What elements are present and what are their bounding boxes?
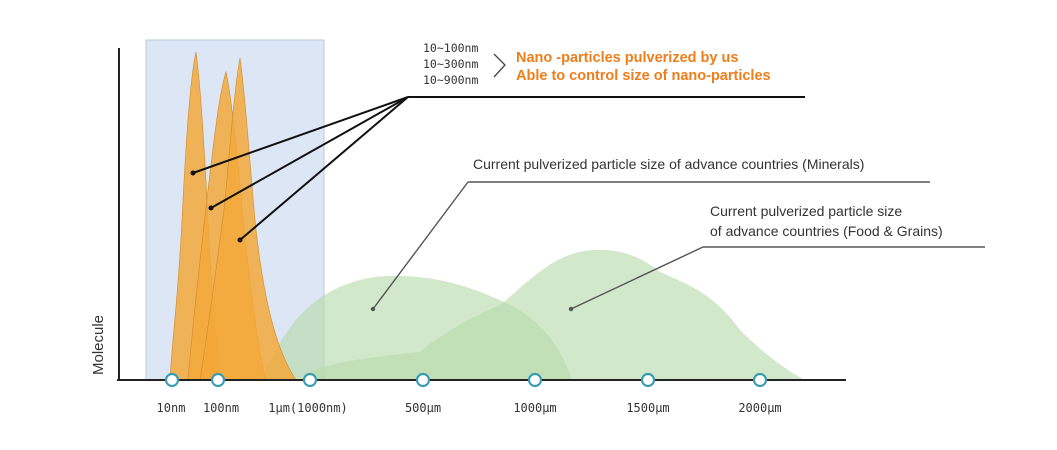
- chevron-right-icon: [493, 53, 506, 78]
- tick-marker-100nm: [210, 372, 226, 388]
- tick-marker-500um: [415, 372, 431, 388]
- nano-annotation-line2: Able to control size of nano-particles: [516, 68, 771, 84]
- food-annotation-line1: Current pulverized particle size: [710, 203, 902, 219]
- nano-annotation-line1: Nano -particles pulverized by us: [516, 50, 738, 66]
- tick-marker-2000um: [752, 372, 768, 388]
- tick-label-1500um: 1500µm: [626, 401, 669, 415]
- nano-point-3: [237, 237, 243, 243]
- food-point: [568, 306, 574, 312]
- tick-marker-1um: [302, 372, 318, 388]
- size-label-2: 10~300nm: [423, 57, 478, 71]
- tick-label-1000um: 1000µm: [513, 401, 556, 415]
- food-annotation-line2: of advance countries (Food & Grains): [710, 223, 943, 239]
- size-label-3: 10~900nm: [423, 73, 478, 87]
- y-axis-label: Molecule: [90, 315, 107, 375]
- minerals-point: [370, 306, 376, 312]
- tick-markers: [164, 372, 768, 388]
- series-10-900nm-area: [199, 57, 297, 381]
- tick-label-1um: 1µm(1000nm): [268, 401, 347, 415]
- minerals-annotation: Current pulverized particle size of adva…: [473, 156, 864, 172]
- food-leader-line: [570, 246, 985, 310]
- tick-label-500um: 500µm: [405, 401, 441, 415]
- tick-marker-1000um: [527, 372, 543, 388]
- nano-point-2: [208, 205, 214, 211]
- series-food-grains-area: [300, 249, 805, 380]
- nano-point-1: [190, 170, 196, 176]
- tick-label-100nm: 100nm: [203, 401, 239, 415]
- tick-label-10nm: 10nm: [157, 401, 186, 415]
- tick-marker-10nm: [164, 372, 180, 388]
- tick-label-2000um: 2000µm: [738, 401, 781, 415]
- tick-marker-1500um: [640, 372, 656, 388]
- minerals-leader-line: [372, 181, 930, 310]
- size-label-1: 10~100nm: [423, 41, 478, 55]
- nano-leader-lines: [192, 96, 805, 241]
